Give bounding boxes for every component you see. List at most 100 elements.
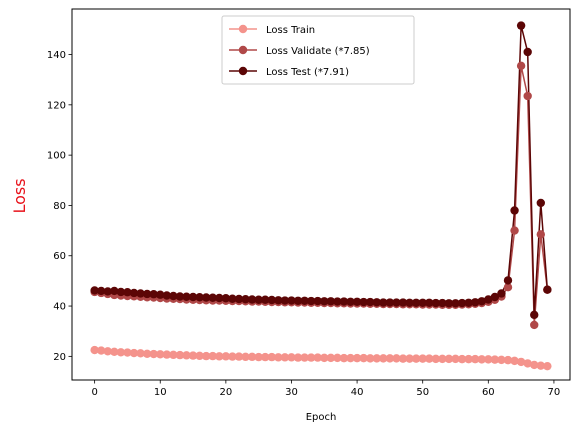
data-point xyxy=(444,354,454,364)
data-point xyxy=(503,282,513,292)
data-point xyxy=(110,286,119,296)
y-tick-label: 120 xyxy=(47,100,66,111)
data-point xyxy=(313,353,322,362)
data-point xyxy=(497,355,506,365)
data-point xyxy=(221,294,231,303)
data-point xyxy=(490,292,500,302)
data-point xyxy=(182,292,191,301)
data-point xyxy=(149,349,158,359)
data-point xyxy=(470,298,480,307)
data-point xyxy=(523,359,532,368)
data-point xyxy=(457,298,467,308)
data-point xyxy=(123,288,132,297)
data-point xyxy=(241,295,250,304)
data-point xyxy=(195,293,204,302)
legend-label: Loss Test (*7.91) xyxy=(266,67,349,78)
data-point xyxy=(175,350,185,360)
data-point xyxy=(156,350,165,359)
data-point xyxy=(536,198,545,208)
data-point xyxy=(261,295,270,304)
legend-marker-swatch xyxy=(238,24,248,34)
legend-label: Loss Train xyxy=(266,25,315,36)
data-point xyxy=(346,353,355,363)
y-tick-label: 100 xyxy=(47,151,66,162)
data-point xyxy=(451,299,460,308)
data-point xyxy=(523,91,532,101)
data-point xyxy=(90,286,99,295)
data-point xyxy=(457,354,467,364)
y-axis-ticks: 20 40 60 80 100 120 140 xyxy=(47,50,72,363)
data-point xyxy=(516,61,526,71)
data-point xyxy=(503,355,513,365)
data-point xyxy=(241,352,250,362)
data-point xyxy=(116,287,126,297)
data-point xyxy=(201,351,211,361)
y-tick-label: 80 xyxy=(53,201,66,212)
data-point xyxy=(234,294,244,304)
legend-item: Loss Train xyxy=(229,24,315,36)
data-point xyxy=(484,355,493,364)
data-point xyxy=(136,289,145,298)
data-point xyxy=(254,352,263,362)
data-point xyxy=(313,296,322,306)
data-point xyxy=(464,298,473,307)
data-point xyxy=(293,353,303,362)
data-point xyxy=(142,349,152,359)
data-point xyxy=(97,286,106,296)
data-point xyxy=(530,320,539,330)
data-point xyxy=(398,354,408,363)
data-point xyxy=(149,290,158,299)
legend-label: Loss Validate (*7.85) xyxy=(266,46,370,57)
data-point xyxy=(116,348,126,357)
data-point xyxy=(438,298,447,308)
data-point xyxy=(398,298,408,307)
data-point xyxy=(405,298,414,307)
data-point xyxy=(156,290,165,299)
data-point xyxy=(287,296,296,305)
data-point xyxy=(333,353,342,363)
data-point xyxy=(195,351,204,361)
data-point xyxy=(366,354,375,363)
data-point xyxy=(97,346,106,355)
data-point xyxy=(411,298,421,307)
data-point xyxy=(536,361,545,370)
data-point xyxy=(425,354,434,363)
data-point xyxy=(411,354,421,363)
data-point xyxy=(418,354,427,363)
data-point xyxy=(523,47,532,57)
data-point xyxy=(543,285,552,294)
legend-marker-swatch xyxy=(238,45,248,55)
data-point xyxy=(320,297,329,306)
y-tick-label: 140 xyxy=(47,50,66,61)
data-point xyxy=(162,291,172,300)
series-points-2 xyxy=(90,21,552,320)
data-point xyxy=(464,354,473,364)
y-axis-label: Loss xyxy=(10,178,29,213)
data-point xyxy=(503,276,513,285)
data-point xyxy=(136,349,145,358)
data-point xyxy=(280,353,290,362)
data-point xyxy=(293,296,303,305)
data-point xyxy=(208,293,217,302)
data-point xyxy=(418,298,427,307)
data-point xyxy=(280,296,290,305)
plot-frame xyxy=(71,8,571,381)
data-point xyxy=(267,352,276,362)
data-point xyxy=(188,292,198,302)
x-tick-label: 70 xyxy=(548,387,561,398)
data-point xyxy=(530,360,539,370)
data-point xyxy=(470,354,480,364)
data-point xyxy=(221,352,231,361)
data-point xyxy=(385,298,395,307)
x-tick-label: 60 xyxy=(482,387,495,398)
data-point xyxy=(215,352,224,361)
data-point xyxy=(392,354,401,363)
legend-item: Loss Test (*7.91) xyxy=(229,66,349,78)
data-point xyxy=(392,298,401,307)
data-point xyxy=(346,297,355,306)
data-point xyxy=(169,350,178,360)
data-point xyxy=(543,361,552,371)
data-point xyxy=(103,347,112,356)
legend-item: Loss Validate (*7.85) xyxy=(229,45,370,57)
